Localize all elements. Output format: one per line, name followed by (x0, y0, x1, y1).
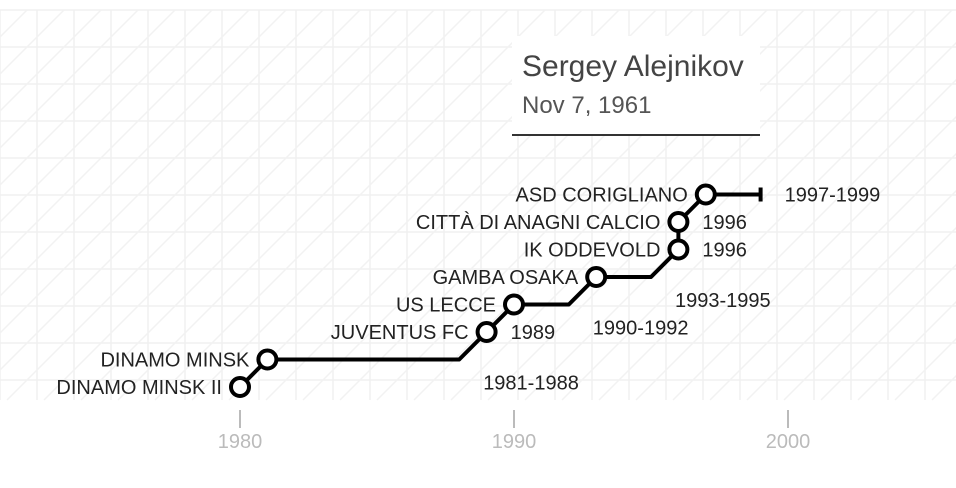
x-tick-label: 1980 (218, 431, 263, 453)
club-period-label: 1997-1999 (785, 185, 881, 207)
grid-diagonal-line (0, 9, 176, 187)
title-card: Sergey Alejnikov Nov 7, 1961 (512, 36, 760, 136)
grid-diagonal-line (450, 9, 842, 401)
club-start-marker (694, 183, 717, 206)
grid-diagonal-line (672, 115, 956, 401)
club-period-label: 1993-1995 (675, 290, 771, 312)
grid-diagonal-line (80, 9, 472, 401)
grid-diagonal-line (709, 152, 956, 401)
grid-diagonal-line (0, 9, 213, 224)
club-name-label: JUVENTUS FC (331, 322, 469, 344)
x-tick-label: 2000 (766, 431, 811, 453)
grid-diagonal-line (783, 226, 956, 401)
grid-diagonal-line (43, 9, 435, 401)
grid-diagonal-line (487, 9, 879, 401)
grid-diagonal-line (857, 300, 956, 401)
grid-diagonal-line (820, 263, 956, 401)
grid-diagonal-line (0, 9, 250, 261)
grid-diagonal-line (117, 9, 509, 401)
grid-diagonal-line (0, 9, 361, 372)
club-period-label: 1990-1992 (593, 318, 689, 340)
x-tick-label: 1990 (492, 431, 537, 453)
club-period-label: 1996 (702, 240, 747, 262)
grid-diagonal-line (0, 9, 287, 298)
club-start-marker (503, 293, 525, 316)
club-period-label: 1981-1988 (483, 373, 579, 395)
grid-diagonal-line (0, 9, 102, 113)
grid-diagonal-line (154, 9, 546, 401)
grid-diagonal-line (598, 41, 956, 401)
birth-date: Nov 7, 1961 (522, 92, 652, 119)
club-start-marker (256, 348, 279, 371)
club-name-label: ASD CORIGLIANO (516, 185, 688, 207)
club-start-marker (667, 238, 690, 261)
club-start-marker (585, 266, 608, 288)
grid-diagonal-line (0, 9, 324, 335)
club-name-label: US LECCE (396, 295, 496, 317)
club-name-label: GAMBA OSAKA (433, 267, 579, 289)
club-name-label: DINAMO MINSK II (56, 377, 222, 399)
club-period-label: 1996 (702, 212, 747, 234)
club-name-label: IK ODDEVOLD (524, 240, 661, 262)
grid-diagonal-line (746, 189, 956, 401)
club-name-label: DINAMO MINSK (100, 350, 250, 372)
club-start-marker (229, 376, 251, 398)
grid-diagonal-line (524, 9, 916, 401)
grid-diagonal-line (561, 9, 953, 401)
club-period-label: 1989 (511, 322, 555, 344)
grid-diagonal-line (0, 9, 139, 150)
grid-diagonal-line (635, 78, 956, 401)
club-name-label: CITTÀ DI ANAGNI CALCIO (416, 211, 660, 234)
grid-diagonal-line (6, 9, 398, 401)
club-start-marker (667, 211, 690, 233)
player-name: Sergey Alejnikov (522, 50, 744, 83)
club-start-marker (475, 321, 498, 343)
